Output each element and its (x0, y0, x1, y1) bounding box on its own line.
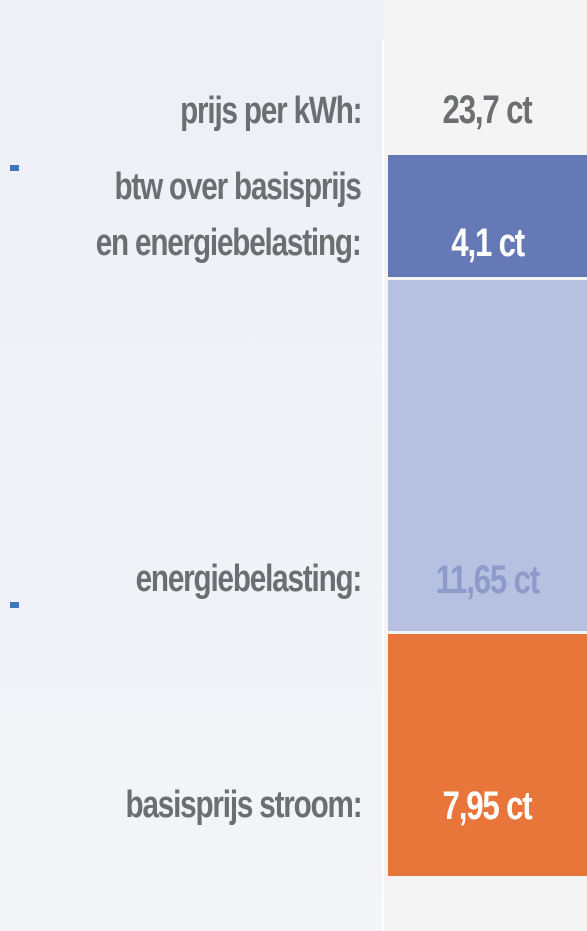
bar-segment-btw (388, 155, 587, 277)
value-label-basisprijs: 7,95 ct (443, 784, 533, 828)
category-label-energiebelasting: energiebelasting: (135, 558, 362, 600)
bar-segment-energiebelasting (388, 280, 587, 631)
tick-marker-energiebelasting (10, 602, 19, 608)
column-divider (382, 40, 384, 931)
bar-segment-basisprijs (388, 634, 587, 876)
value-label-energiebelasting: 11,65 ct (435, 558, 541, 602)
category-label-btw-line2: en energiebelasting: (96, 222, 362, 264)
total-value-label: 23,7 ct (443, 88, 533, 132)
category-label-basisprijs: basisprijs stroom: (125, 784, 362, 826)
tick-marker-btw (10, 165, 19, 171)
value-label-btw: 4,1 ct (451, 221, 525, 265)
category-label-btw-line1: btw over basisprijs (114, 166, 362, 208)
total-label: prijs per kWh: (179, 90, 362, 132)
